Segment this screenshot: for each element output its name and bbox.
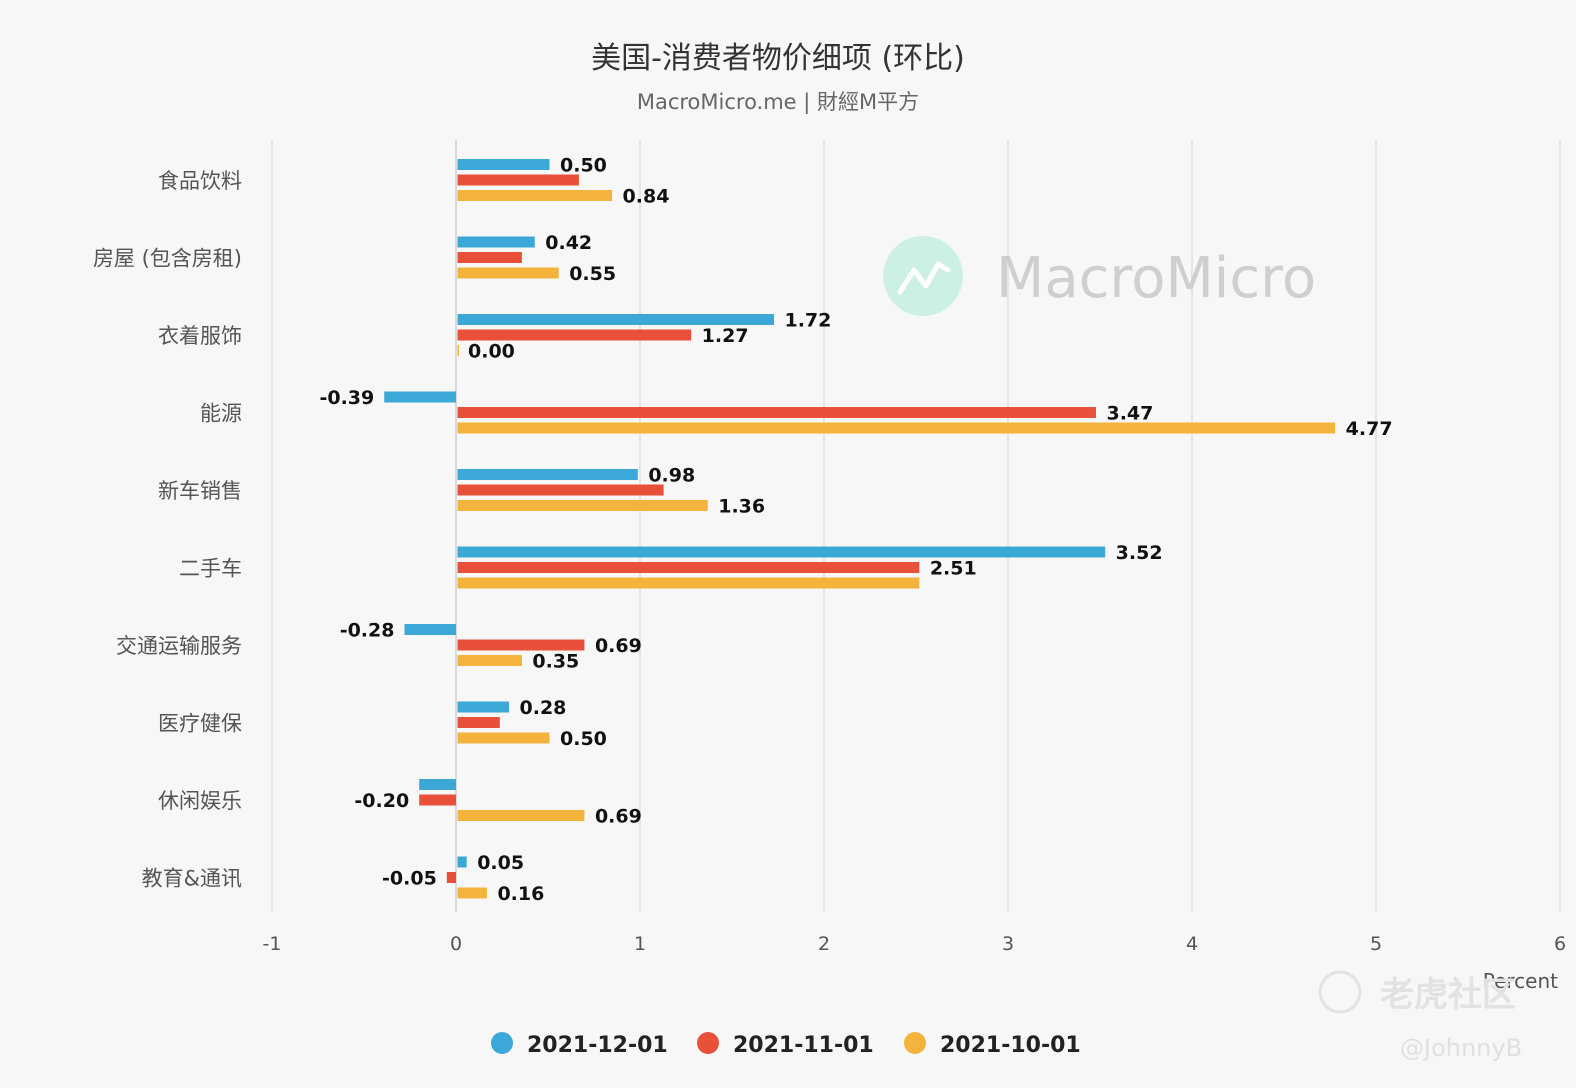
bar [457, 484, 664, 496]
community-logo-icon [1318, 970, 1362, 1014]
bar [457, 655, 522, 666]
legend-label: 2021-10-01 [940, 1033, 1081, 1058]
data-label: -0.39 [319, 387, 374, 409]
author-watermark-text: @JohnnyB [1400, 1034, 1522, 1062]
bar [457, 174, 579, 186]
data-label: 0.55 [569, 263, 616, 285]
bar [457, 407, 1096, 418]
chart-subtitle: MacroMicro.me | 財經M平方 [637, 90, 919, 115]
data-label: 0.50 [560, 155, 607, 177]
category-label: 教育&通讯 [142, 867, 242, 891]
x-axis-unit-label: Percent [1483, 969, 1558, 993]
bar [457, 314, 774, 325]
data-label: 4.77 [1346, 418, 1393, 440]
bar [446, 872, 456, 883]
bar [419, 779, 456, 790]
data-label: -0.28 [340, 620, 395, 642]
data-label: 0.00 [468, 341, 515, 363]
data-label: 1.36 [718, 496, 765, 518]
data-label: 3.47 [1106, 403, 1153, 425]
bar [457, 329, 692, 341]
data-label: 0.42 [545, 232, 592, 254]
legend: 2021-12-01 2021-11-01 2021-10-01 [491, 1032, 1081, 1058]
community-watermark: 老虎社区 @JohnnyB [1318, 970, 1522, 1062]
x-tick-label: 0 [450, 933, 462, 955]
category-label: 新车销售 [158, 479, 242, 503]
bar [457, 190, 613, 201]
data-label: 0.16 [497, 883, 544, 905]
macromicro-logo-line [897, 261, 951, 295]
legend-marker [697, 1032, 719, 1054]
bar [457, 717, 500, 728]
data-label: 0.69 [595, 806, 642, 828]
chart-title: 美国-消费者物价细项 (环比) [591, 41, 965, 76]
legend-marker [491, 1032, 513, 1054]
data-label: 1.27 [702, 325, 749, 347]
community-watermark-text: 老虎社区 [1380, 975, 1516, 1015]
bar [457, 701, 510, 713]
bar [404, 624, 456, 635]
category-label: 医疗健保 [158, 712, 242, 736]
bar [457, 345, 459, 356]
data-label: -0.05 [382, 868, 437, 890]
bar [457, 577, 920, 589]
data-label: 0.98 [648, 465, 695, 487]
bar [457, 252, 522, 263]
bar [457, 810, 585, 821]
category-label: 衣着服饰 [158, 324, 242, 348]
macromicro-logo-icon [883, 236, 963, 316]
x-tick-label: 4 [1186, 933, 1198, 955]
bar [457, 562, 920, 573]
category-label: 能源 [200, 402, 242, 426]
data-labels: 0.50 0.42 1.72 -0.39 0.98 3.52 -0.28 0.28 0.05 1.… [319, 155, 1392, 906]
bar [457, 639, 585, 651]
data-label: 0.69 [595, 635, 642, 657]
category-label: 房屋 (包含房租) [93, 247, 242, 271]
data-label: 2.51 [930, 558, 977, 580]
category-label: 二手车 [179, 557, 242, 581]
data-label: 0.35 [532, 651, 579, 673]
data-label: 3.52 [1116, 542, 1163, 564]
bar [457, 732, 550, 744]
bar [457, 546, 1106, 558]
x-axis-ticks: -1 0 1 2 3 4 5 6 [263, 933, 1567, 955]
data-label: 0.84 [623, 186, 670, 208]
bar [457, 159, 550, 170]
category-label: 交通运输服务 [116, 634, 242, 658]
bar [457, 887, 487, 899]
x-tick-label: 3 [1002, 933, 1014, 955]
x-tick-label: 2 [818, 933, 830, 955]
data-label: -0.20 [354, 790, 409, 812]
macromicro-watermark-text: MacroMicro [996, 246, 1316, 311]
legend-label: 2021-12-01 [527, 1033, 668, 1058]
legend-marker [904, 1032, 926, 1054]
bar [457, 422, 1336, 434]
bar [457, 236, 535, 248]
bars [384, 159, 1336, 899]
x-tick-label: 5 [1370, 933, 1382, 955]
bar [457, 469, 638, 480]
data-label: 1.72 [784, 310, 831, 332]
category-label: 休闲娱乐 [158, 789, 242, 813]
bar [384, 391, 456, 403]
bar [419, 794, 456, 806]
category-label: 食品饮料 [158, 169, 242, 193]
gridlines [271, 140, 1561, 912]
bar [457, 267, 559, 279]
bar [457, 500, 708, 511]
x-tick-label: 6 [1554, 933, 1566, 955]
legend-label: 2021-11-01 [733, 1033, 874, 1058]
data-label: 0.50 [560, 728, 607, 750]
x-tick-label: 1 [634, 933, 646, 955]
x-tick-label: -1 [263, 933, 282, 955]
macromicro-watermark: MacroMicro [883, 236, 1316, 316]
data-label: 0.05 [477, 852, 524, 874]
data-label: 0.28 [520, 697, 567, 719]
bar [457, 856, 467, 868]
